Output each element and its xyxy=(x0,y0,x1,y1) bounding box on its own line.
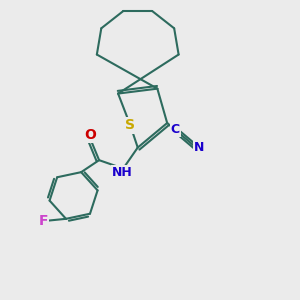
Text: N: N xyxy=(194,141,204,154)
Text: C: C xyxy=(171,124,180,136)
Text: NH: NH xyxy=(112,167,133,179)
Text: O: O xyxy=(84,128,96,142)
Text: F: F xyxy=(38,214,48,227)
Text: S: S xyxy=(125,118,135,133)
